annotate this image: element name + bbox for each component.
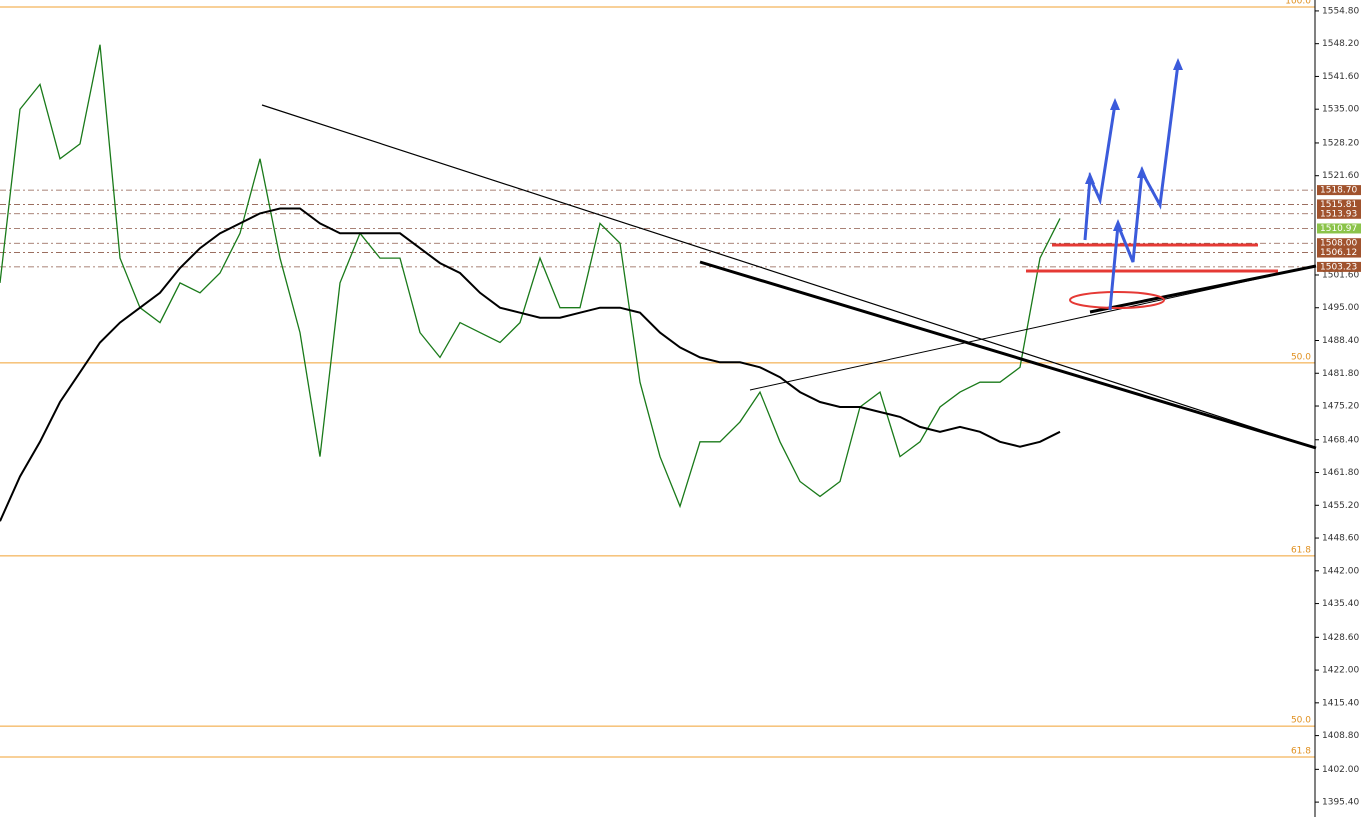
level-box: [1317, 261, 1361, 272]
arrow-heads: [1085, 58, 1183, 231]
y-tick-label: 1448.60: [1322, 534, 1359, 544]
level-label: 1513.93: [1320, 209, 1357, 219]
level-label: 1518.70: [1320, 186, 1357, 196]
y-tick-label: 1435.40: [1322, 599, 1359, 609]
y-tick-label: 1468.40: [1322, 435, 1359, 445]
y-tick-label: 1408.80: [1322, 731, 1359, 741]
y-tick-label: 1461.80: [1322, 468, 1359, 478]
y-tick-label: 1554.80: [1322, 6, 1359, 16]
y-tick-label: 1422.00: [1322, 666, 1359, 676]
level-box: [1317, 199, 1361, 210]
y-tick-label: 1475.20: [1322, 402, 1359, 412]
y-tick-label: 1481.80: [1322, 369, 1359, 379]
y-tick-label: 1541.60: [1322, 72, 1359, 82]
trend-line: [1089, 264, 1317, 314]
y-tick-label: 1428.60: [1322, 633, 1359, 643]
y-tick-label: 1455.20: [1322, 501, 1359, 511]
plot: 100.0 50.0 61.8 50.0 61.8: [0, 0, 1315, 758]
fib-label: 61.8: [1291, 545, 1311, 555]
level-label: 1503.23: [1320, 262, 1357, 272]
level-label: 1506.12: [1320, 248, 1357, 258]
y-tick-label: 1442.00: [1322, 566, 1359, 576]
y-tick-label: 1528.20: [1322, 138, 1359, 148]
y-tick-label: 1521.60: [1322, 171, 1359, 181]
level-box: [1317, 223, 1361, 234]
forecast-arrows: [1083, 63, 1180, 311]
y-tick-label: 1402.00: [1322, 765, 1359, 775]
level-box: [1317, 185, 1361, 196]
fib-label: 61.8: [1291, 746, 1311, 756]
y-tick-label: 1535.00: [1322, 105, 1359, 115]
level-label: 1510.97: [1320, 224, 1357, 234]
series-line: [0, 207, 1061, 522]
level-box: [1317, 238, 1361, 249]
trend-line: [261, 104, 1317, 449]
trend-line: [699, 260, 1317, 450]
y-tick-label: 1415.40: [1322, 698, 1359, 708]
series-line: [0, 44, 1061, 509]
y-tick-label: 1395.40: [1322, 798, 1359, 808]
y-tick-label: 1501.60: [1322, 270, 1359, 280]
y-tick-label: 1495.00: [1322, 303, 1359, 313]
level-label: 1515.81: [1320, 200, 1357, 210]
highlight-ellipse: [1069, 291, 1165, 309]
y-tick-label: 1488.40: [1322, 336, 1359, 346]
fib-label: 50.0: [1291, 352, 1311, 362]
y-tick-label: 1548.20: [1322, 39, 1359, 49]
level-box: [1317, 208, 1361, 219]
axis: 1554.80 1548.20 1541.60 1535.00 1528.20 1521.…: [1315, 6, 1361, 808]
level-box: [1317, 247, 1361, 258]
level-label: 1508.00: [1320, 239, 1357, 249]
fib-label: 100.0: [1285, 0, 1311, 6]
fib-label: 50.0: [1291, 716, 1311, 726]
